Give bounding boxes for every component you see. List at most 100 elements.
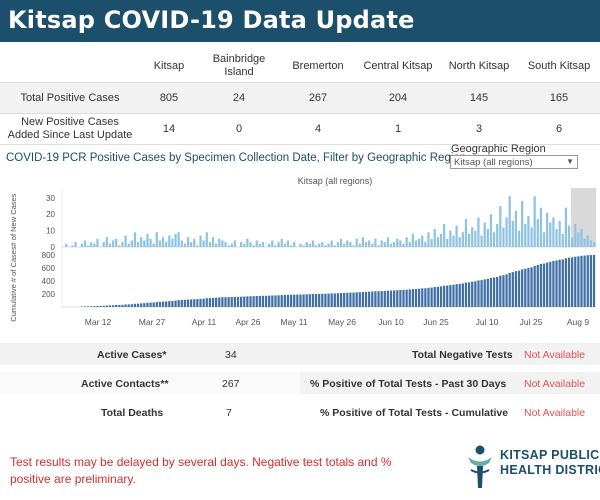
summary-corner — [0, 50, 140, 83]
cumulative-bar — [108, 305, 112, 307]
cumulative-bar — [146, 302, 149, 307]
cumulative-bar — [589, 255, 593, 307]
cumulative-bar — [371, 291, 374, 307]
daily-bar — [430, 238, 433, 247]
cumulative-bar — [268, 295, 271, 307]
daily-bar — [233, 240, 237, 247]
daily-bar — [564, 207, 568, 247]
y-tick-label: 0 — [51, 243, 56, 252]
daily-bar — [567, 225, 571, 247]
daily-bar — [293, 242, 296, 247]
cumulative-bar — [346, 292, 349, 307]
cumulative-bar — [202, 298, 205, 307]
cumulative-bar — [271, 295, 274, 307]
daily-bar — [349, 242, 352, 247]
daily-bar — [536, 219, 539, 247]
daily-bar — [71, 245, 74, 247]
daily-bar — [502, 227, 505, 247]
daily-bar — [121, 242, 124, 247]
daily-bar — [115, 238, 118, 247]
daily-bar — [202, 240, 205, 247]
cumulative-bar — [233, 296, 237, 307]
cumulative-bar — [492, 277, 496, 307]
daily-bar — [196, 245, 199, 247]
daily-bar — [405, 237, 408, 247]
table-cell: 14 — [140, 113, 198, 145]
cumulative-bar — [168, 301, 171, 307]
cumulative-bar — [143, 303, 146, 307]
cumulative-bar — [293, 294, 296, 307]
cumulative-bar — [274, 295, 277, 307]
daily-bar — [168, 235, 171, 247]
chevron-down-icon[interactable]: ▼ — [566, 157, 574, 166]
daily-bar — [505, 217, 508, 247]
y-axis-title-cumulative: Cumulative # of Cases — [9, 246, 18, 322]
pos-cum-value: Not Available — [524, 407, 586, 419]
daily-bar — [339, 238, 343, 247]
cumulative-bar — [442, 285, 446, 307]
cumulative-bar — [436, 286, 439, 307]
daily-bar — [193, 238, 196, 247]
daily-bar — [327, 243, 330, 247]
cumulative-bar — [286, 294, 290, 307]
stat-row-band — [300, 343, 600, 365]
x-tick-label: Jun 25 — [423, 317, 449, 327]
cumulative-bar — [165, 301, 168, 307]
daily-bar — [514, 210, 518, 247]
daily-bar — [524, 224, 527, 247]
daily-bar — [146, 233, 149, 247]
daily-bar — [333, 245, 336, 247]
daily-bar — [458, 237, 461, 247]
daily-bar — [268, 243, 271, 247]
daily-bar — [136, 242, 140, 247]
daily-bar — [174, 233, 177, 247]
cumulative-bar — [471, 281, 474, 307]
cumulative-bar — [536, 265, 539, 307]
daily-bar — [280, 238, 283, 247]
daily-bar — [152, 243, 155, 247]
cumulative-bar — [243, 296, 246, 307]
total-deaths-value: 7 — [226, 407, 232, 419]
x-tick-label: Jun 10 — [378, 317, 404, 327]
cumulative-bar — [121, 304, 124, 307]
cumulative-bar — [205, 298, 208, 307]
cumulative-bar — [118, 304, 121, 307]
cumulative-bar — [564, 258, 568, 307]
cumulative-bar — [171, 300, 174, 307]
cumulative-bar — [574, 256, 577, 307]
active-cases-label: Active Cases* — [97, 349, 167, 361]
daily-bar — [402, 243, 405, 247]
daily-bar — [218, 238, 221, 247]
cumulative-bar — [511, 272, 514, 307]
daily-bar — [477, 217, 480, 247]
daily-bar — [552, 217, 555, 247]
cumulative-bar — [496, 276, 499, 307]
pos-30-label: % Positive of Total Tests - Past 30 Days — [310, 378, 507, 390]
y-tick-label: 10 — [46, 227, 55, 236]
cumulative-bar — [474, 281, 477, 307]
daily-bar — [377, 245, 380, 247]
daily-bar — [411, 233, 415, 247]
daily-bar — [165, 242, 168, 247]
cumulative-bar — [333, 293, 336, 307]
cumulative-bar — [583, 255, 586, 307]
table-cell: 204 — [356, 82, 440, 114]
cumulative-bar — [314, 293, 318, 307]
daily-bar — [277, 242, 280, 247]
cumulative-bar — [302, 294, 305, 307]
cumulative-bar — [308, 294, 311, 307]
daily-bar — [355, 238, 358, 247]
col-header-bainbridge: Bainbridge Island — [212, 53, 266, 78]
cumulative-bar — [421, 288, 424, 307]
daily-bar — [414, 240, 418, 247]
cumulative-bar — [571, 257, 574, 307]
cumulative-bar — [261, 295, 265, 307]
cumulative-bar — [105, 305, 108, 307]
cumulative-bar — [467, 282, 471, 307]
cumulative-bar — [236, 296, 240, 307]
cumulative-bar — [592, 254, 596, 307]
cumulative-bar — [514, 271, 518, 307]
geo-region-select[interactable]: Kitsap (all regions) ▼ — [450, 155, 578, 169]
cumulative-bar — [299, 294, 302, 307]
daily-bar — [274, 245, 277, 247]
